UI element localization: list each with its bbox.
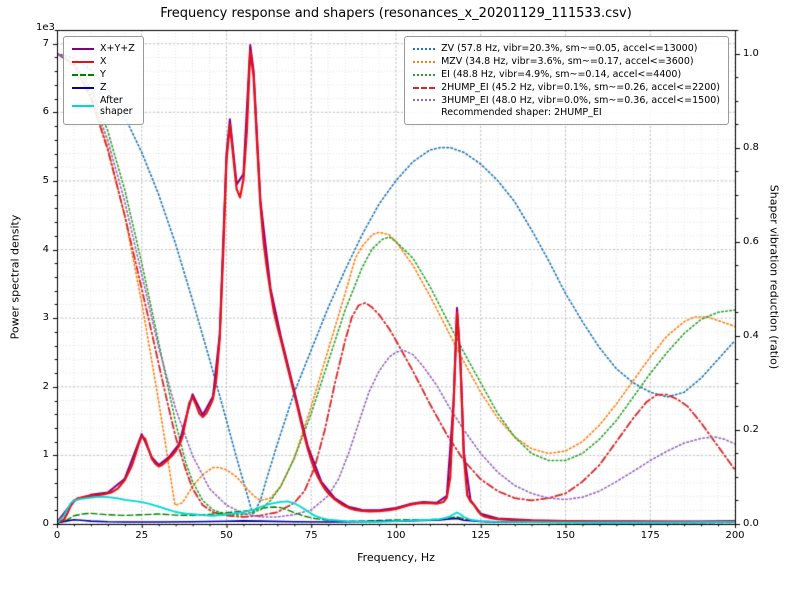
legend-item: ZV (57.8 Hz, vibr=20.3%, sm~=0.05, accel… — [413, 43, 720, 55]
x-tick-label: 125 — [471, 530, 491, 541]
y-left-tick-label: 4 — [42, 243, 49, 255]
y-axis-offset-label: 1e3 — [36, 22, 55, 33]
legend-item: 3HUMP_EI (48.0 Hz, vibr=0.0%, sm~=0.36, … — [413, 95, 720, 107]
psd-legend-items: X+Y+Z X Y Z After shaper — [72, 43, 135, 118]
y-right-tick-label: 1.0 — [743, 47, 759, 59]
legend-item: X+Y+Z — [72, 43, 135, 55]
y-right-tick-label: 0.2 — [743, 423, 759, 435]
psd-legend: X+Y+Z X Y Z After shaper — [63, 36, 144, 126]
legend-line-sample — [72, 105, 94, 108]
legend-item-label: X — [100, 55, 107, 67]
x-axis-label: Frequency, Hz — [357, 551, 435, 564]
legend-line-sample — [72, 86, 94, 89]
x-tick-label: 150 — [555, 530, 576, 541]
x-tick-label: 175 — [640, 530, 660, 541]
legend-item-label: 2HUMP_EI (45.2 Hz, vibr=0.1%, sm~=0.26, … — [441, 81, 720, 93]
legend-item-label: After shaper — [100, 94, 133, 118]
y-right-tick-label: 0.4 — [743, 329, 759, 341]
legend-note: Recommended shaper: 2HUMP_EI — [441, 107, 602, 119]
x-tick-label: 200 — [725, 530, 745, 541]
legend-item-label: MZV (34.8 Hz, vibr=3.6%, sm~=0.17, accel… — [441, 55, 694, 67]
legend-item-label: ZV (57.8 Hz, vibr=20.3%, sm~=0.05, accel… — [441, 43, 698, 54]
legend-line-sample — [413, 86, 436, 89]
y-right-tick-label: 0.6 — [743, 235, 759, 247]
legend-item-label: EI (48.8 Hz, vibr=4.9%, sm~=0.14, accel<… — [441, 68, 682, 80]
legend-item-label: 3HUMP_EI (48.0 Hz, vibr=0.0%, sm~=0.36, … — [441, 94, 720, 106]
legend-item: Z — [72, 82, 135, 94]
legend-item: EI (48.8 Hz, vibr=4.9%, sm~=0.14, accel<… — [413, 69, 720, 81]
legend-line-sample — [413, 73, 436, 76]
y-left-tick-label: 3 — [42, 312, 49, 324]
legend-item-label: Y — [100, 68, 106, 80]
legend-item: After shaper — [72, 95, 135, 119]
legend-item-label: X+Y+Z — [100, 43, 135, 54]
legend-item-label: Z — [100, 81, 107, 93]
chart-title: Frequency response and shapers (resonanc… — [160, 6, 632, 21]
legend-line-sample — [413, 60, 436, 63]
y-right-tick-label: 0.0 — [743, 518, 759, 529]
legend-item: 2HUMP_EI (45.2 Hz, vibr=0.1%, sm~=0.26, … — [413, 82, 720, 94]
y-left-tick-label: 2 — [42, 380, 49, 392]
legend-line-sample — [72, 73, 94, 76]
legend-line-sample — [72, 47, 94, 50]
legend-line-sample — [72, 60, 94, 63]
y-left-tick-label: 6 — [42, 106, 49, 118]
x-tick-label: 50 — [220, 530, 233, 541]
x-tick-label: 25 — [135, 530, 149, 541]
y-left-tick-label: 1 — [42, 449, 49, 461]
legend-line-sample — [413, 47, 436, 50]
y-left-tick-label: 0 — [42, 518, 49, 529]
legend-line-sample — [413, 99, 436, 102]
y-left-tick-label: 7 — [42, 37, 49, 49]
legend-item: Y — [72, 69, 135, 81]
legend-item: MZV (34.8 Hz, vibr=3.6%, sm~=0.17, accel… — [413, 56, 720, 68]
x-tick-label: 0 — [53, 530, 61, 541]
y-left-tick-label: 5 — [42, 174, 49, 186]
x-tick-label: 75 — [304, 530, 318, 541]
y-right-tick-label: 0.8 — [743, 141, 759, 153]
legend-item: X — [72, 56, 135, 68]
shaper-legend-items: ZV (57.8 Hz, vibr=20.3%, sm~=0.05, accel… — [413, 43, 720, 106]
x-tick-label: 100 — [386, 530, 406, 541]
shaper-legend: ZV (57.8 Hz, vibr=20.3%, sm~=0.05, accel… — [404, 36, 729, 126]
